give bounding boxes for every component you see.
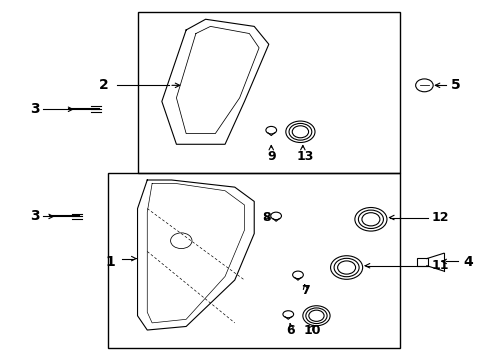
- Text: 6: 6: [286, 324, 294, 337]
- Text: 2: 2: [99, 78, 108, 92]
- Text: 10: 10: [303, 324, 321, 337]
- Text: 7: 7: [300, 284, 309, 297]
- Text: 9: 9: [266, 150, 275, 163]
- Text: 3: 3: [31, 209, 40, 223]
- Text: 11: 11: [431, 259, 448, 272]
- Text: 1: 1: [106, 255, 116, 269]
- Text: 5: 5: [450, 78, 460, 92]
- Text: 4: 4: [462, 255, 472, 269]
- Bar: [108, 173, 399, 348]
- Text: 13: 13: [296, 150, 313, 163]
- Text: 8: 8: [262, 211, 271, 224]
- Bar: [137, 12, 399, 173]
- Bar: [416, 258, 427, 266]
- Text: 12: 12: [431, 211, 448, 224]
- Text: 3: 3: [31, 102, 40, 116]
